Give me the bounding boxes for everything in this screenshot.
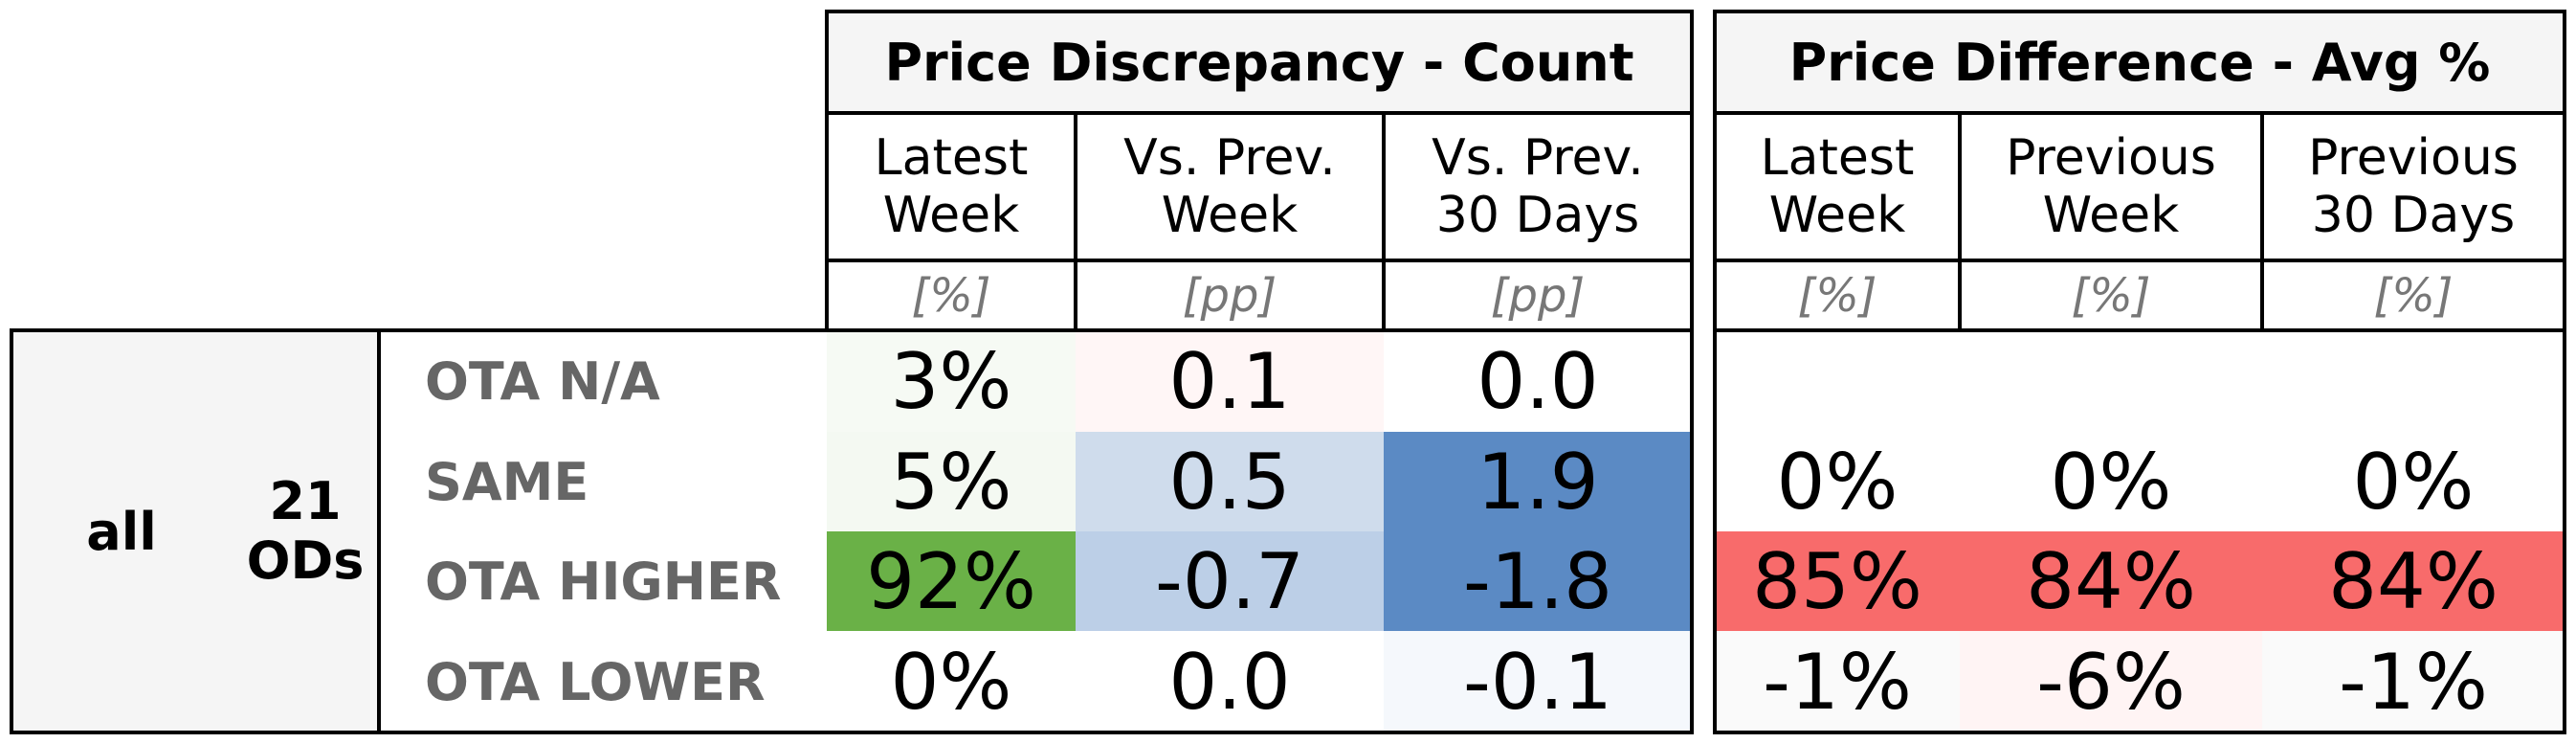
data-cell: -0.1 [1384, 631, 1692, 732]
data-cell: 0.1 [1076, 330, 1384, 432]
border-line [825, 10, 829, 330]
data-cell: 84% [1960, 531, 2262, 631]
row-label: OTA LOWER [425, 651, 766, 712]
column-unit: [%] [827, 260, 1076, 330]
group-title-price-difference: Price Difference - Avg % [1715, 11, 2565, 113]
border-line [2563, 10, 2566, 734]
column-header: Previous Week [1960, 113, 2262, 260]
data-cell: 85% [1715, 531, 1960, 631]
data-cell: 0.0 [1076, 631, 1384, 732]
data-cell: 0.5 [1076, 432, 1384, 531]
border-line [10, 731, 1694, 734]
column-header: Latest Week [1715, 113, 1960, 260]
data-cell: -1.8 [1384, 531, 1692, 631]
data-cell: 84% [2262, 531, 2565, 631]
border-line [1690, 10, 1694, 734]
column-unit: [pp] [1076, 260, 1384, 330]
border-line [377, 328, 381, 734]
data-cell: -0.7 [1076, 531, 1384, 631]
row-header-block [11, 330, 379, 732]
border-line [1713, 259, 2566, 262]
column-header: Latest Week [827, 113, 1076, 260]
border-line [1074, 111, 1077, 330]
data-cell: -1% [2262, 631, 2565, 732]
data-cell: 0% [1960, 432, 2262, 531]
border-line [1713, 10, 2566, 13]
column-unit: [%] [1960, 260, 2262, 330]
row-label: OTA N/A [425, 350, 660, 412]
data-cell: 5% [827, 432, 1076, 531]
border-line [825, 10, 1694, 13]
data-cell: 0% [827, 631, 1076, 732]
border-line [1713, 10, 1717, 734]
data-cell: 92% [827, 531, 1076, 631]
border-line [10, 328, 13, 734]
border-line [1382, 111, 1386, 330]
data-cell: 1.9 [1384, 432, 1692, 531]
border-line [1713, 328, 2566, 332]
column-header: Vs. Prev. Week [1076, 113, 1384, 260]
column-unit: [pp] [1384, 260, 1692, 330]
row-group-level2: 21 ODs [246, 470, 365, 591]
column-header: Vs. Prev. 30 Days [1384, 113, 1692, 260]
border-line [1713, 731, 2566, 734]
data-cell [1960, 330, 2262, 432]
row-label: OTA HIGHER [425, 551, 782, 612]
data-cell [2262, 330, 2565, 432]
border-line [1713, 111, 2566, 115]
data-cell: 0.0 [1384, 330, 1692, 432]
data-cell: 0% [1715, 432, 1960, 531]
row-label: SAME [425, 451, 589, 512]
border-line [2260, 111, 2264, 330]
border-line [825, 259, 1694, 262]
data-cell: -1% [1715, 631, 1960, 732]
row-group-level1: all [86, 501, 157, 562]
data-cell: 0% [2262, 432, 2565, 531]
column-header: Previous 30 Days [2262, 113, 2565, 260]
border-line [825, 111, 1694, 115]
data-cell [1715, 330, 1960, 432]
border-line [10, 328, 1694, 332]
group-title-price-discrepancy: Price Discrepancy - Count [827, 11, 1692, 113]
border-line [1958, 111, 1962, 330]
column-unit: [%] [1715, 260, 1960, 330]
data-cell: 3% [827, 330, 1076, 432]
column-unit: [%] [2262, 260, 2565, 330]
data-cell: -6% [1960, 631, 2262, 732]
